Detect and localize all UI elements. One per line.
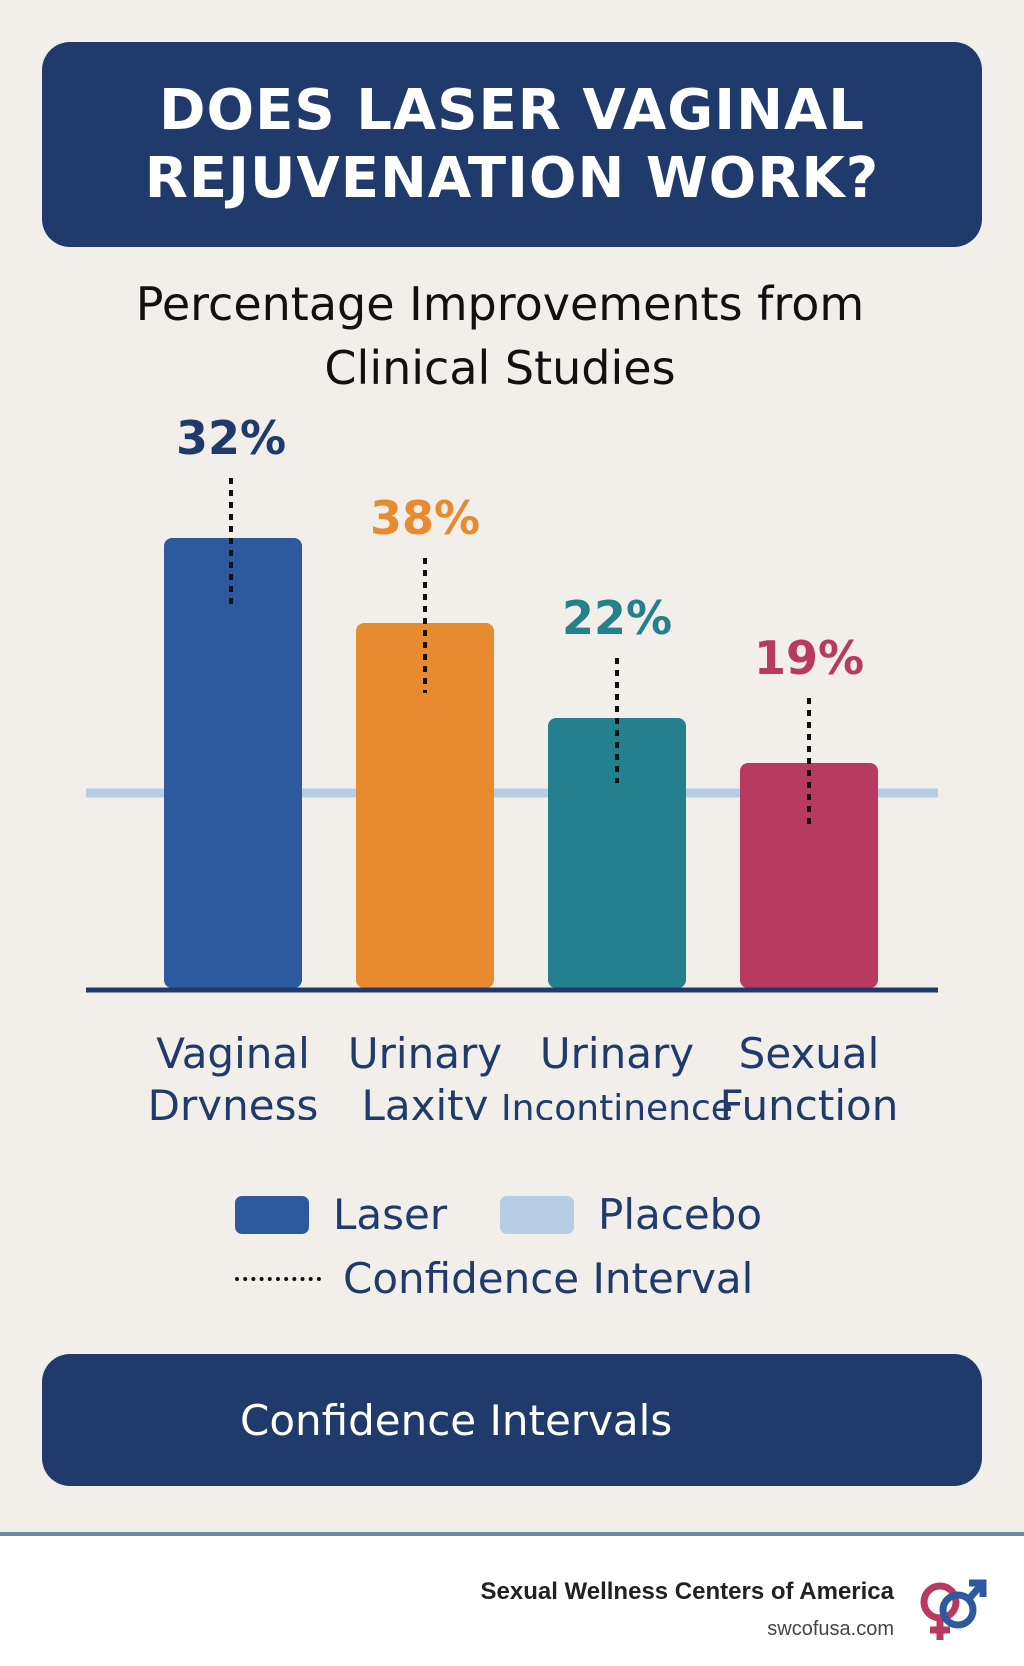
title-line-2: REJUVENATION WORK? [144,145,880,211]
bar-1 [164,538,302,988]
brand-area: Sexual Wellness Centers of America swcof… [0,1536,1024,1666]
footer-banner-text: Confidence Intervals [240,1395,673,1445]
category-label-4-line-1: Sexual [739,1029,880,1078]
value-label-1: 32% [176,411,286,465]
title-banner: DOES LASER VAGINAL REJUVENATION WORK? [42,42,982,247]
legend-item-placebo: Placebo [500,1190,762,1239]
legend-laser-label: Laser [333,1190,448,1239]
gender-symbols-icon [920,1579,987,1640]
bar-chart: 32%38%22%19%VaginalDrynessUrinaryLaxityU… [86,411,938,1120]
bar-3 [548,718,686,988]
subtitle-line-2: Clinical Studies [324,341,676,395]
brand-name: Sexual Wellness Centers of America [480,1578,894,1605]
ci-dotted-line-icon [235,1276,321,1281]
category-label-4-line-2: Function [720,1081,899,1120]
chart-legend: Laser Placebo Confidence Interval [235,1182,835,1312]
value-label-3: 22% [562,591,672,645]
bar-4 [740,763,878,988]
category-label-1-line-2: Dryness [148,1081,319,1120]
chart-subtitle: Percentage Improvements from Clinical St… [0,272,1000,400]
value-label-4: 19% [754,631,864,685]
category-label-1-line-1: Vaginal [156,1029,310,1078]
subtitle-line-1: Percentage Improvements from [135,277,865,331]
category-label-3-line-1: Urinary [540,1029,694,1078]
legend-ci-label: Confidence Interval [343,1254,754,1303]
title-line-1: DOES LASER VAGINAL [159,77,865,143]
brand-url: swcofusa.com [767,1618,894,1640]
placebo-swatch [500,1195,574,1234]
bar-2 [356,623,494,988]
laser-swatch [235,1195,309,1234]
category-label-2-line-2: Laxity [362,1081,489,1120]
legend-placebo-label: Placebo [598,1190,763,1239]
value-label-2: 38% [370,491,480,545]
legend-item-ci: Confidence Interval [235,1254,753,1303]
footer-banner: Confidence Intervals [42,1354,982,1486]
category-label-2-line-1: Urinary [348,1029,502,1078]
legend-item-laser: Laser [235,1190,447,1239]
category-label-3-line-2: Incontinence [501,1088,733,1120]
footer-divider [0,1532,1024,1536]
